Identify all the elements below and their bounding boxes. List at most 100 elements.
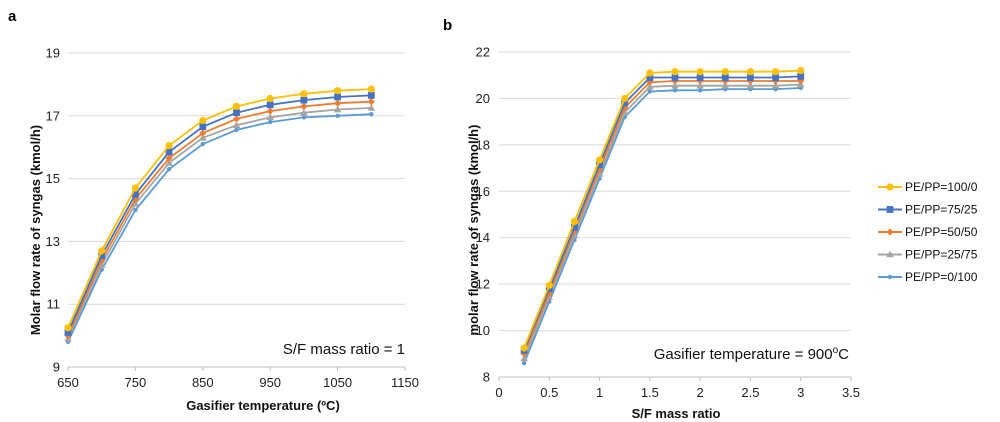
panel-b-data-point xyxy=(721,68,729,76)
legend: PE/PP=100/0 PE/PP=75/25 PE/PP=50/50 PE/PP=2… xyxy=(878,180,978,284)
panel-a-data-point xyxy=(98,252,106,259)
panel-b-data-point xyxy=(646,78,654,86)
panel-b-data-point xyxy=(696,74,704,81)
panel-b-y-axis-title: molar flow rate of syngas (kmol/h) xyxy=(466,125,481,336)
panel-b-y-tick-label: 18 xyxy=(476,137,490,152)
legend-label: PE/PP=0/100 xyxy=(905,270,978,284)
panel-b-letter: b xyxy=(443,17,452,34)
panel-b-data-point xyxy=(646,74,654,81)
panel-a-data-point xyxy=(232,121,241,129)
panel-a-data-point xyxy=(300,96,308,104)
panel-b-data-point xyxy=(697,88,703,93)
panel-a-data-point xyxy=(300,108,308,116)
panel-b-data-point xyxy=(520,344,528,352)
panel-a-data-point xyxy=(266,113,274,121)
panel-b-data-point xyxy=(747,74,754,81)
panel-b-annotation-degree: o xyxy=(833,345,839,356)
panel-a-x-tick-label: 950 xyxy=(259,375,281,390)
panel-b-data-point xyxy=(696,81,704,89)
panel-b-data-point xyxy=(797,72,805,80)
panel-a-series-line xyxy=(67,107,372,340)
panel-a-data-point xyxy=(367,91,375,99)
panel-b-series-line xyxy=(523,87,801,364)
panel-b-data-point xyxy=(595,156,604,164)
panel-a-data-point xyxy=(98,247,106,255)
panel-a-data-point xyxy=(367,98,375,106)
panel-a-x-tick-label: 1150 xyxy=(391,375,419,390)
panel-a-data-point xyxy=(199,116,207,125)
panel-a-data-point xyxy=(233,109,240,117)
panel-b-x-tick-label: 2.5 xyxy=(741,385,759,400)
panel-b-data-point xyxy=(671,81,679,89)
panel-b-x-axis-title: S/F mass ratio xyxy=(632,406,721,421)
panel-a-data-point xyxy=(266,101,274,109)
panel-b-y-tick-label: 20 xyxy=(476,91,490,106)
legend-marker xyxy=(886,183,894,191)
panel-b-x-tick-label: 2 xyxy=(697,385,704,400)
panel-a-data-point xyxy=(64,329,72,336)
panel-a-series-line xyxy=(67,113,372,343)
panel-a-data-point xyxy=(166,166,172,172)
panel-b-data-point xyxy=(621,99,629,107)
panel-a-data-point xyxy=(335,113,340,119)
panel-a-series-line xyxy=(67,88,372,329)
panel-a-x-tick-label: 850 xyxy=(192,375,214,390)
panel-a-data-point xyxy=(165,154,173,162)
panel-a-x-axis-title: Gasifier temperature (ºC) xyxy=(186,398,340,413)
panel-b-data-point xyxy=(671,74,679,81)
legend-marker xyxy=(886,250,894,258)
panel-b-x-tick-label: 1.5 xyxy=(641,385,659,400)
panel-a-data-point xyxy=(333,105,342,113)
panel-b-data-point xyxy=(621,94,629,103)
panel-a-letter: a xyxy=(8,8,17,25)
panel-b-y-tick-label: 14 xyxy=(476,230,490,245)
panel-b-x-tick-label: 1 xyxy=(596,385,603,400)
panel-b-chart: 8 10 12 14 16 18 20 22 0 0.5 1 1.5 2 2.5 3 3.5 xyxy=(476,45,861,401)
panel-a-x-tick-label: 750 xyxy=(125,375,147,390)
panel-b-data-point xyxy=(771,81,780,89)
legend-marker xyxy=(886,206,894,213)
panel-a-data-point xyxy=(300,102,308,110)
panel-b-data-point xyxy=(672,88,678,93)
panel-a-data-point xyxy=(199,129,207,137)
panel-b-x-tick-label: 0 xyxy=(495,385,502,400)
panel-b-series-line xyxy=(523,75,801,351)
panel-a-data-point xyxy=(232,102,241,110)
panel-a-chart: 9 11 13 15 17 19 650 750 850 950 1050 1150 xyxy=(46,46,419,391)
panel-b-data-point xyxy=(520,354,528,362)
panel-b-annotation: Gasifier temperature = 900oC xyxy=(654,345,849,363)
panel-a-x-tick-label: 650 xyxy=(57,375,79,390)
legend-label: PE/PP=75/25 xyxy=(905,203,978,217)
panel-b-data-point xyxy=(772,74,779,81)
panel-b-x-tick-label: 3.5 xyxy=(842,385,860,400)
panel-b-annotation-main: Gasifier temperature = 900 xyxy=(654,346,833,363)
panel-a-data-point xyxy=(301,115,307,120)
panel-a-data-point xyxy=(266,94,274,103)
panel-a-data-point xyxy=(131,199,140,207)
panel-a-series-line xyxy=(67,100,372,336)
panel-a-data-point xyxy=(64,324,72,332)
panel-a-annotation: S/F mass ratio = 1 xyxy=(283,341,405,358)
panel-b-data-point xyxy=(646,83,654,90)
panel-b-data-point xyxy=(570,217,579,226)
panel-a-data-point xyxy=(367,85,375,93)
panel-b-y-tick-label: 16 xyxy=(476,184,490,199)
panel-b-series-line xyxy=(523,80,801,355)
legend-marker xyxy=(887,274,893,280)
panel-a-series-line xyxy=(67,94,372,333)
panel-b-y-tick-label: 10 xyxy=(476,323,490,338)
panel-b-data-point xyxy=(696,68,704,76)
panel-a-data-point xyxy=(132,190,139,198)
panel-b-x-tick-label: 0.5 xyxy=(540,385,558,400)
panel-a-y-tick-label: 13 xyxy=(46,234,60,249)
panel-a-data-point xyxy=(200,141,205,147)
panel-b-data-point xyxy=(571,223,578,231)
panel-b-series-line xyxy=(523,69,801,349)
panel-b-data-point xyxy=(646,69,654,77)
panel-b-data-point xyxy=(671,68,679,76)
panel-a-y-tick-label: 11 xyxy=(47,297,61,312)
panel-a-data-point xyxy=(266,107,274,115)
panel-a-x-tick-label: 1050 xyxy=(323,375,352,390)
panel-b-data-point xyxy=(746,81,755,89)
panel-b-annotation-unit: C xyxy=(838,346,849,363)
